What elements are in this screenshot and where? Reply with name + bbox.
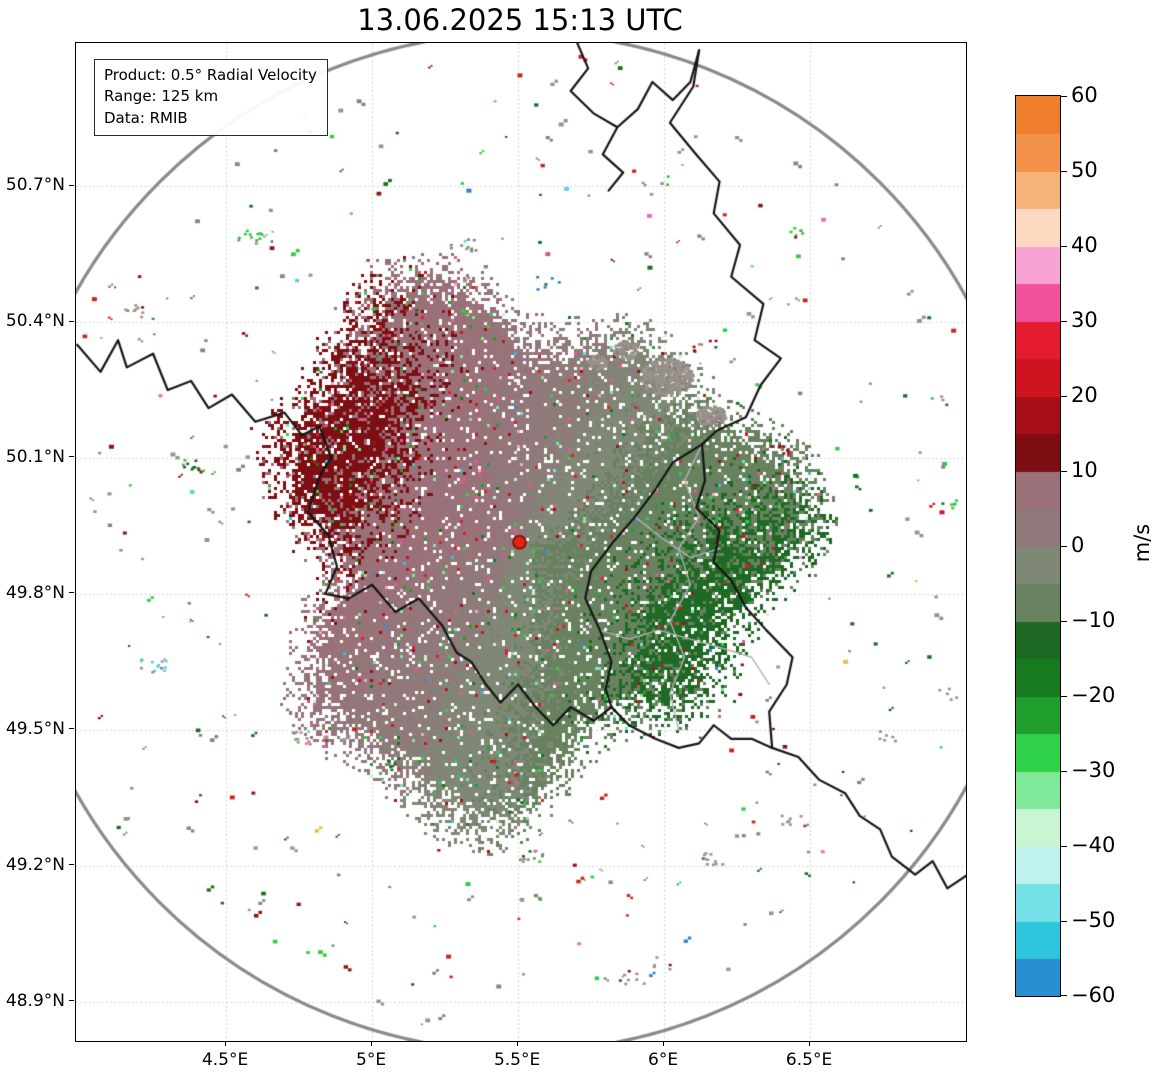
colorbar-tick-label: −30 [1071, 758, 1116, 782]
y-axis-tick-label: 49.8°N [5, 582, 65, 603]
colorbar-tick-label: −10 [1071, 608, 1116, 632]
x-axis-tick-label: 4.5°E [201, 1050, 249, 1070]
y-axis-tick-mark [69, 320, 74, 322]
x-axis-tick-label: 6°E [648, 1050, 679, 1070]
colorbar-tick-label: −60 [1071, 983, 1116, 1007]
colorbar-tick-mark [1061, 770, 1067, 772]
colorbar-tick-mark [1061, 395, 1067, 397]
y-axis-tick-mark [69, 728, 74, 730]
y-axis-tick-mark [69, 864, 74, 866]
colorbar-tick-mark [1061, 320, 1067, 322]
y-axis-tick-label: 49.5°N [5, 718, 65, 739]
y-axis-tick-label: 50.4°N [5, 311, 65, 332]
colorbar-tick-mark [1061, 470, 1067, 472]
colorbar-tick-label: 30 [1071, 308, 1098, 332]
colorbar-tick-mark [1061, 695, 1067, 697]
y-axis-tick-label: 49.2°N [5, 854, 65, 875]
colorbar-tick-label: 10 [1071, 458, 1098, 482]
x-axis-tick-label: 6.5°E [785, 1050, 833, 1070]
y-axis-tick-mark [69, 1000, 74, 1002]
colorbar-tick-label: 0 [1071, 533, 1085, 557]
colorbar-tick-mark [1061, 545, 1067, 547]
x-axis-tick-mark [662, 1041, 664, 1046]
figure-title: 13.06.2025 15:13 UTC [357, 3, 683, 37]
colorbar-tick-mark [1061, 170, 1067, 172]
x-axis-tick-label: 5.5°E [493, 1050, 541, 1070]
product-label: Product: 0.5° Radial Velocity [104, 66, 317, 84]
y-axis-tick-mark [69, 592, 74, 594]
colorbar-tick-mark [1061, 994, 1067, 996]
x-axis-tick-mark [516, 1041, 518, 1046]
colorbar-tick-label: 40 [1071, 233, 1098, 257]
y-axis-tick-label: 48.9°N [5, 990, 65, 1011]
colorbar-tick-mark [1061, 920, 1067, 922]
y-axis-tick-mark [69, 456, 74, 458]
colorbar-tick-label: −20 [1071, 683, 1116, 707]
x-axis-tick-mark [224, 1041, 226, 1046]
colorbar-tick-label: −40 [1071, 833, 1116, 857]
data-source-label: Data: RMIB [104, 108, 188, 127]
colorbar-tick-mark [1061, 245, 1067, 247]
x-axis-tick-mark [808, 1041, 810, 1046]
x-axis-tick-mark [370, 1041, 372, 1046]
radar-map-canvas [76, 43, 966, 1041]
colorbar-tick-label: 60 [1071, 83, 1098, 107]
colorbar-tick-label: 20 [1071, 383, 1098, 407]
colorbar-tick-label: 50 [1071, 158, 1098, 182]
colorbar-tick-mark [1061, 95, 1067, 97]
x-axis-tick-label: 5°E [356, 1050, 387, 1070]
colorbar [1015, 95, 1061, 997]
y-axis-tick-label: 50.7°N [5, 175, 65, 196]
map-plot-area: Product: 0.5° Radial Velocity Range: 125… [75, 42, 967, 1042]
colorbar-gradient [1015, 95, 1061, 997]
y-axis-tick-mark [69, 184, 74, 186]
colorbar-unit-label: m/s [1130, 523, 1154, 563]
colorbar-tick-mark [1061, 620, 1067, 622]
y-axis-tick-label: 50.1°N [5, 446, 65, 467]
colorbar-tick-label: −50 [1071, 908, 1116, 932]
range-label: Range: 125 km [104, 87, 219, 106]
product-info-box: Product: 0.5° Radial Velocity Range: 125… [94, 59, 328, 136]
colorbar-tick-mark [1061, 845, 1067, 847]
